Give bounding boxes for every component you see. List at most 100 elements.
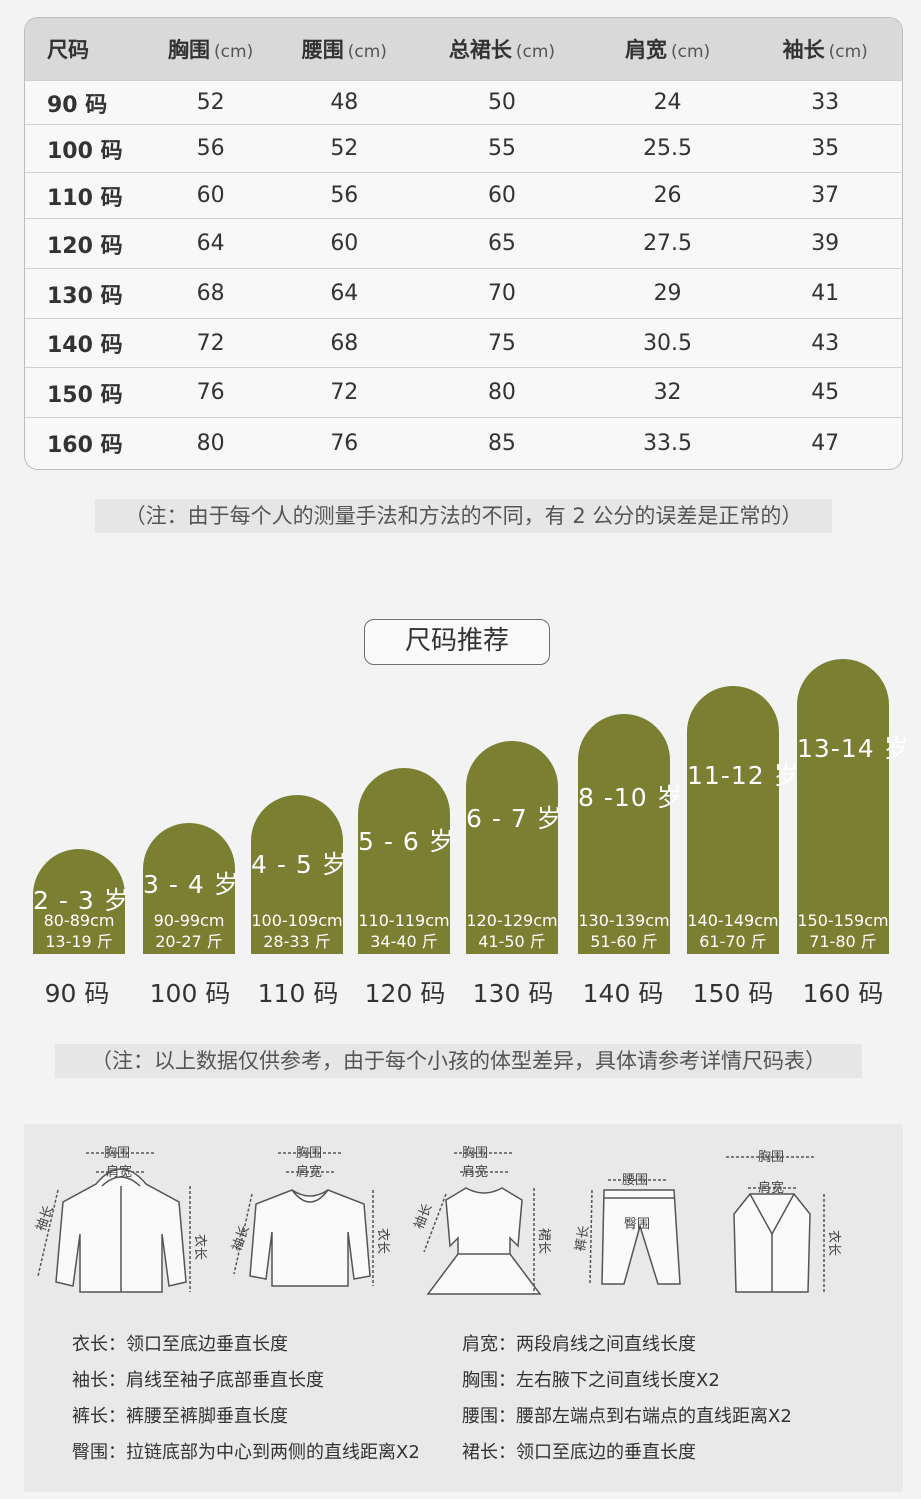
table-cell: 140 码 xyxy=(47,333,123,358)
table-cell: 33.5 xyxy=(643,430,693,456)
table-row: 130 码 68 64 70 29 41 xyxy=(25,268,902,318)
vest-chest-label: 胸围 xyxy=(758,1150,784,1165)
pants-hip-label: 臀围 xyxy=(624,1217,650,1232)
definition-sleeve: 袖长：肩线至袖子底部垂直长度 xyxy=(72,1370,324,1391)
sweater-shoulder-label: 肩宽 xyxy=(296,1164,322,1180)
table-cell: 160 码 xyxy=(47,433,123,458)
pants-icon xyxy=(589,1179,681,1285)
size-label: 150 码 xyxy=(692,979,774,1008)
dress-chest-label: 胸围 xyxy=(462,1146,488,1161)
dress-length-label: 裙长 xyxy=(536,1228,551,1254)
size-recommend-bar: 8 -10 岁 130-139cm 51-60 斤 xyxy=(578,714,683,954)
height-range: 90-99cm xyxy=(153,911,225,930)
table-cell: 39 xyxy=(811,231,840,256)
table-row: 120 码 64 60 65 27.5 39 xyxy=(25,218,902,268)
sweater-length-label: 衣长 xyxy=(375,1228,391,1254)
definition-shoulder: 肩宽：两段肩线之间直线长度 xyxy=(462,1334,696,1355)
table-cell: 120 码 xyxy=(47,233,123,259)
definition-dress-length: 裙长：领口至底边的垂直长度 xyxy=(462,1442,696,1463)
header-dress-length: 总裙长 (cm) xyxy=(448,38,556,62)
table-cell: 68 xyxy=(330,330,359,356)
table-cell: 56 xyxy=(330,183,359,208)
size-label: 110 码 xyxy=(257,979,339,1008)
size-label: 160 码 xyxy=(802,979,884,1008)
age-range: 6 - 7 岁 xyxy=(466,804,563,833)
table-cell: 41 xyxy=(811,281,840,306)
table-cell: 43 xyxy=(811,330,840,356)
table-cell: 60 xyxy=(196,183,225,208)
jacket-sleeve-label: 袖长 xyxy=(34,1204,57,1234)
table-cell: 75 xyxy=(487,330,516,356)
header-shoulder: 肩宽 (cm) xyxy=(624,38,711,62)
table-cell: 37 xyxy=(811,183,840,208)
table-row: 100 码 56 52 55 25.5 35 xyxy=(25,124,902,172)
table-cell: 32 xyxy=(653,380,682,405)
table-cell: 110 码 xyxy=(47,185,123,211)
size-label: 120 码 xyxy=(364,979,446,1008)
height-range: 150-159cm xyxy=(797,911,889,930)
size-recommend-bar: 11-12 岁 140-149cm 61-70 斤 xyxy=(687,686,800,954)
size-label: 90 码 xyxy=(44,979,110,1008)
table-cell: 68 xyxy=(196,281,225,306)
table-row: 110 码 60 56 60 26 37 xyxy=(25,172,902,218)
table-cell: 52 xyxy=(330,136,359,161)
table-cell: 48 xyxy=(330,90,359,115)
table-cell: 80 xyxy=(196,430,225,456)
age-range: 5 - 6 岁 xyxy=(358,827,455,856)
table-row: 90 码 52 48 50 24 33 xyxy=(25,80,902,124)
weight-range: 13-19 斤 xyxy=(45,932,113,951)
size-label: 130 码 xyxy=(472,979,554,1008)
jacket-length-label: 衣长 xyxy=(192,1234,208,1260)
height-range: 120-129cm xyxy=(466,911,558,930)
definition-hip: 臀围：拉链底部为中心到两侧的直线距离X2 xyxy=(72,1442,420,1463)
header-size: 尺码 xyxy=(47,38,89,62)
table-cell: 27.5 xyxy=(643,231,693,256)
weight-range: 41-50 斤 xyxy=(478,932,546,951)
table-cell: 64 xyxy=(330,281,359,306)
vest-shoulder-label: 肩宽 xyxy=(758,1180,784,1196)
size-recommend-bar: 13-14 岁 150-159cm 71-80 斤 xyxy=(797,659,910,954)
weight-range: 28-33 斤 xyxy=(263,932,331,951)
table-cell: 56 xyxy=(196,136,225,161)
table-cell: 30.5 xyxy=(643,330,693,356)
measurement-diagrams: 胸围 肩宽 袖长 衣长 胸围 肩宽 袖长 衣长 胸围 肩宽 袖长 裙长 腰围 臀… xyxy=(24,1124,903,1492)
height-range: 80-89cm xyxy=(43,911,115,930)
weight-range: 20-27 斤 xyxy=(155,932,223,951)
jacket-icon xyxy=(37,1152,191,1293)
height-range: 100-109cm xyxy=(251,911,343,930)
table-cell: 90 码 xyxy=(47,92,108,118)
size-recommend-bar: 6 - 7 岁 120-129cm 41-50 斤 xyxy=(466,741,563,954)
height-range: 140-149cm xyxy=(687,911,779,930)
dress-shoulder-label: 肩宽 xyxy=(462,1164,488,1180)
size-label: 140 码 xyxy=(582,979,664,1008)
size-recommend-bar: 4 - 5 岁 100-109cm 28-33 斤 xyxy=(251,795,347,954)
table-cell: 76 xyxy=(196,380,225,405)
table-header: 尺码 胸围 (cm) 腰围 (cm) 总裙长 (cm) 肩宽 (cm) 袖长 (cm) xyxy=(25,18,902,80)
table-cell: 25.5 xyxy=(643,136,693,161)
table-row: 140 码 72 68 75 30.5 43 xyxy=(25,318,902,367)
garment-diagrams: 胸围 肩宽 袖长 衣长 胸围 肩宽 袖长 衣长 胸围 肩宽 袖长 裙长 腰围 臀… xyxy=(34,1146,842,1295)
sweater-chest-label: 胸围 xyxy=(296,1146,322,1161)
header-waist: 腰围 (cm) xyxy=(301,38,387,62)
weight-range: 61-70 斤 xyxy=(699,932,767,951)
weight-range: 34-40 斤 xyxy=(370,932,438,951)
table-cell: 65 xyxy=(487,231,516,256)
table-cell: 150 码 xyxy=(47,382,123,408)
jacket-chest-label: 胸围 xyxy=(104,1146,130,1161)
age-range: 3 - 4 岁 xyxy=(143,870,240,899)
sweater-icon xyxy=(233,1152,374,1287)
age-range: 8 -10 岁 xyxy=(578,783,683,812)
table-cell: 47 xyxy=(811,430,840,456)
size-table: 尺码 胸围 (cm) 腰围 (cm) 总裙长 (cm) 肩宽 (cm) 袖长 (cm) 9… xyxy=(24,17,903,470)
age-range: 13-14 岁 xyxy=(797,734,910,763)
table-cell: 70 xyxy=(487,281,516,306)
table-cell: 29 xyxy=(653,281,682,306)
table-cell: 24 xyxy=(653,90,682,115)
age-range: 11-12 岁 xyxy=(687,761,800,790)
table-cell: 80 xyxy=(487,380,516,405)
table-cell: 35 xyxy=(811,136,840,161)
table-row: 150 码 76 72 80 32 45 xyxy=(25,367,902,417)
table-cell: 33 xyxy=(811,90,840,115)
weight-range: 71-80 斤 xyxy=(809,932,877,951)
size-label: 100 码 xyxy=(149,979,231,1008)
